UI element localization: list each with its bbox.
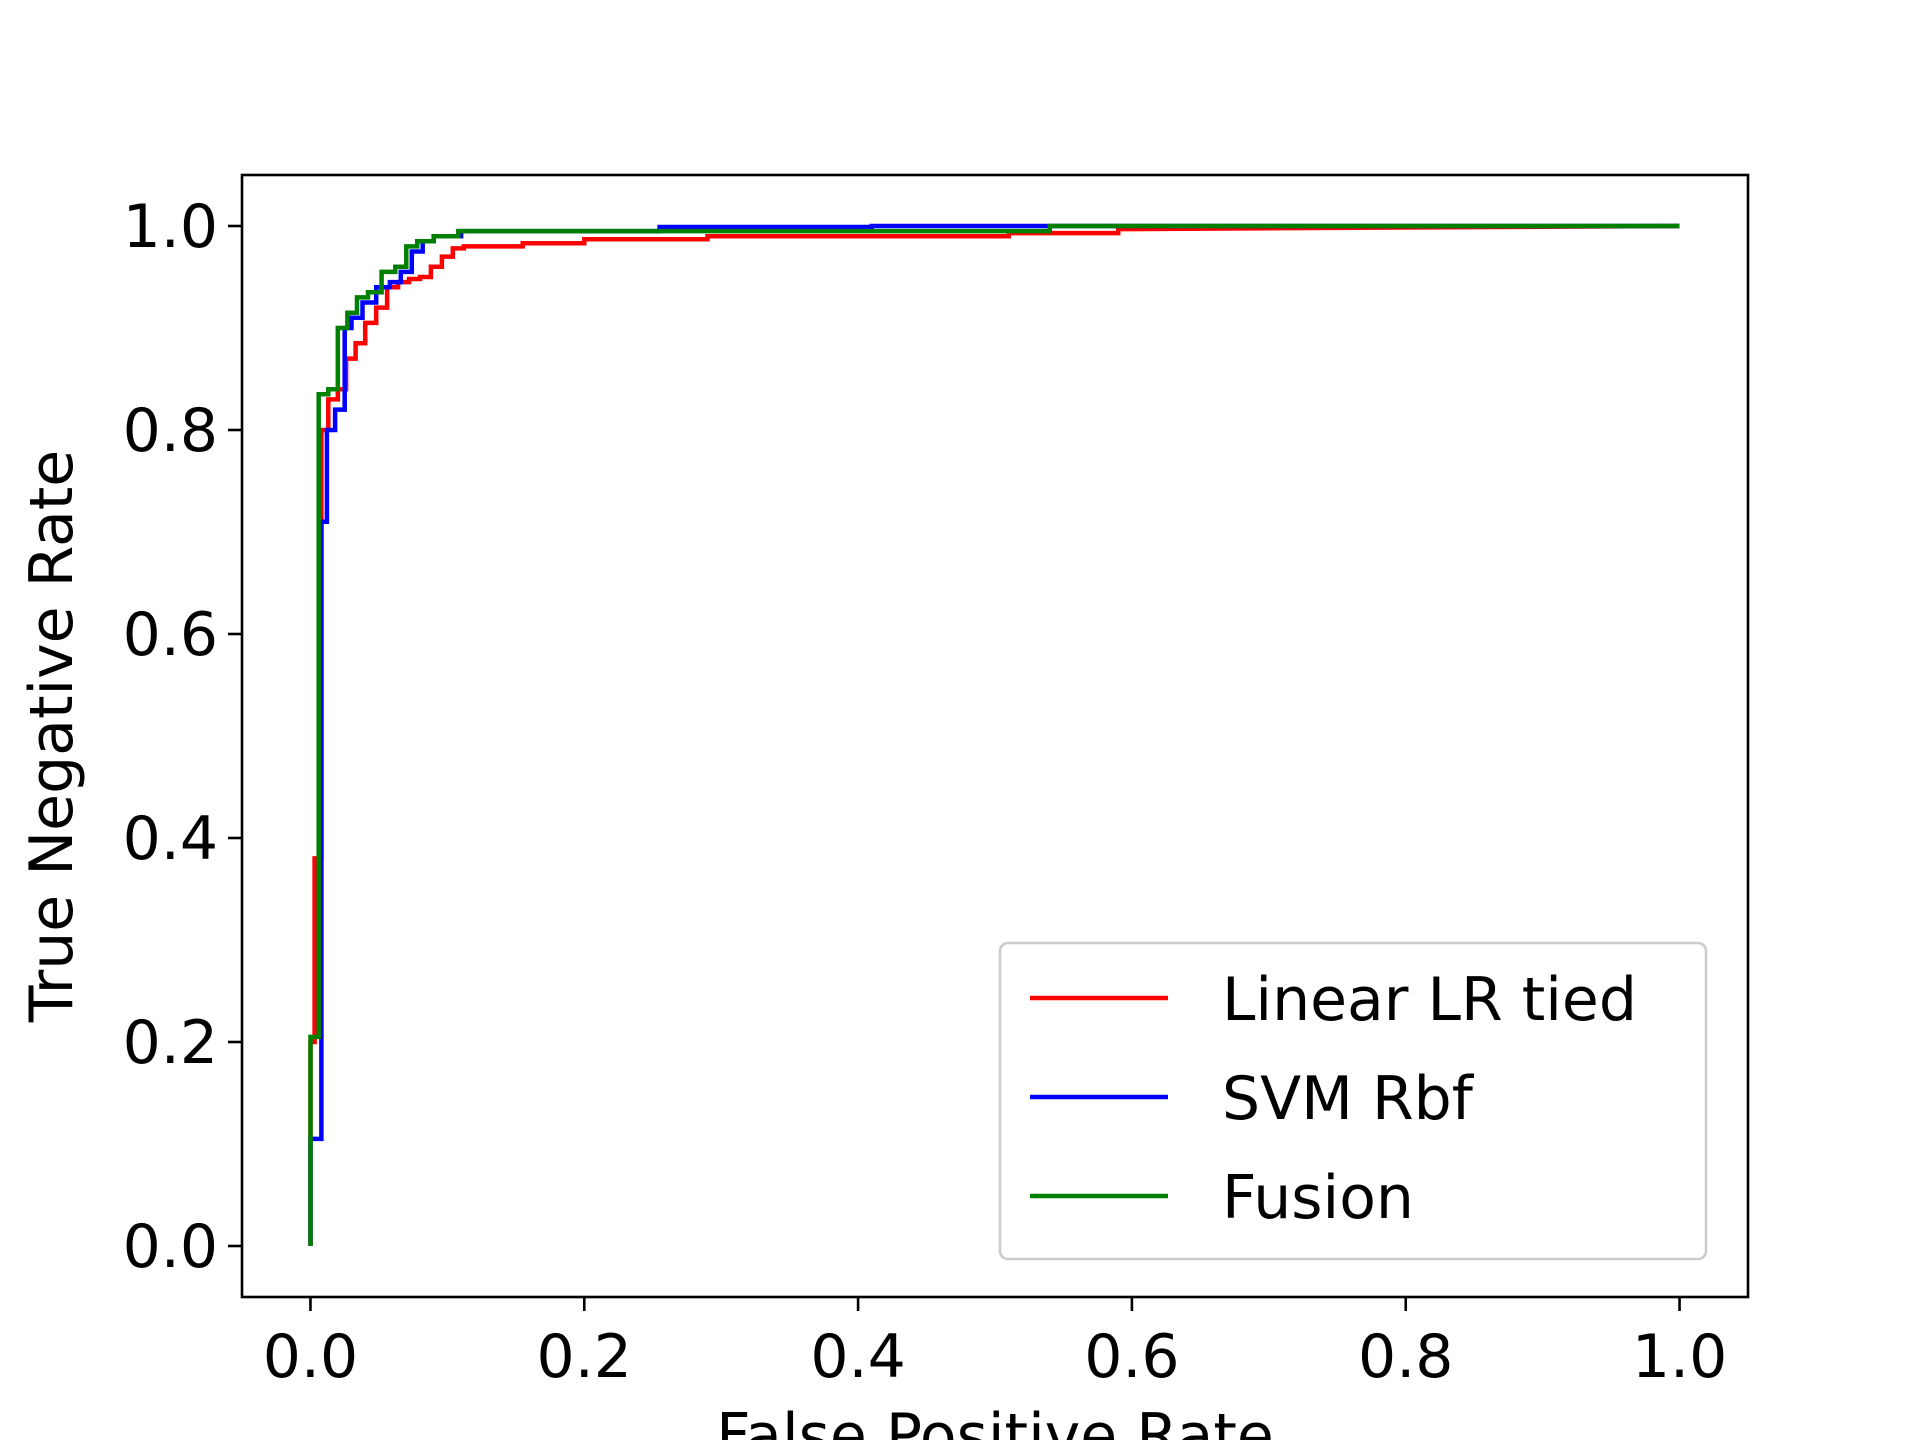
legend-label-1: Linear LR tied — [1222, 965, 1637, 1035]
y-axis-label: True Negative Rate — [17, 450, 87, 1023]
x-axis-label: False Positive Rate — [716, 1401, 1274, 1440]
legend-label-3: Fusion — [1222, 1163, 1414, 1233]
y-tick-label: 0.8 — [123, 396, 218, 466]
y-tick-label: 0.0 — [123, 1212, 218, 1282]
y-tick-label: 0.2 — [123, 1008, 218, 1078]
x-tick-label: 0.2 — [537, 1322, 632, 1392]
x-tick-label: 1.0 — [1632, 1322, 1727, 1392]
y-tick-label: 0.6 — [123, 600, 218, 670]
legend-label-2: SVM Rbf — [1222, 1064, 1475, 1134]
x-axis: 0.0 0.2 0.4 0.6 0.8 1.0 — [263, 1297, 1727, 1392]
y-tick-label: 0.4 — [123, 804, 218, 874]
x-tick-label: 0.0 — [263, 1322, 358, 1392]
plot-frame — [240, 173, 1750, 1299]
legend: Linear LR tied SVM Rbf Fusion — [998, 941, 1708, 1261]
x-tick-label: 0.8 — [1358, 1322, 1453, 1392]
x-tick-label: 0.6 — [1084, 1322, 1179, 1392]
series-layer — [308, 223, 1680, 1246]
x-tick-label: 0.4 — [810, 1322, 905, 1392]
series-line-1 — [308, 223, 1680, 1246]
y-axis: 0.0 0.2 0.4 0.6 0.8 1.0 — [123, 192, 242, 1282]
series-line-3 — [308, 223, 1680, 1246]
y-tick-label: 1.0 — [123, 192, 218, 262]
legend-box — [998, 941, 1708, 1261]
